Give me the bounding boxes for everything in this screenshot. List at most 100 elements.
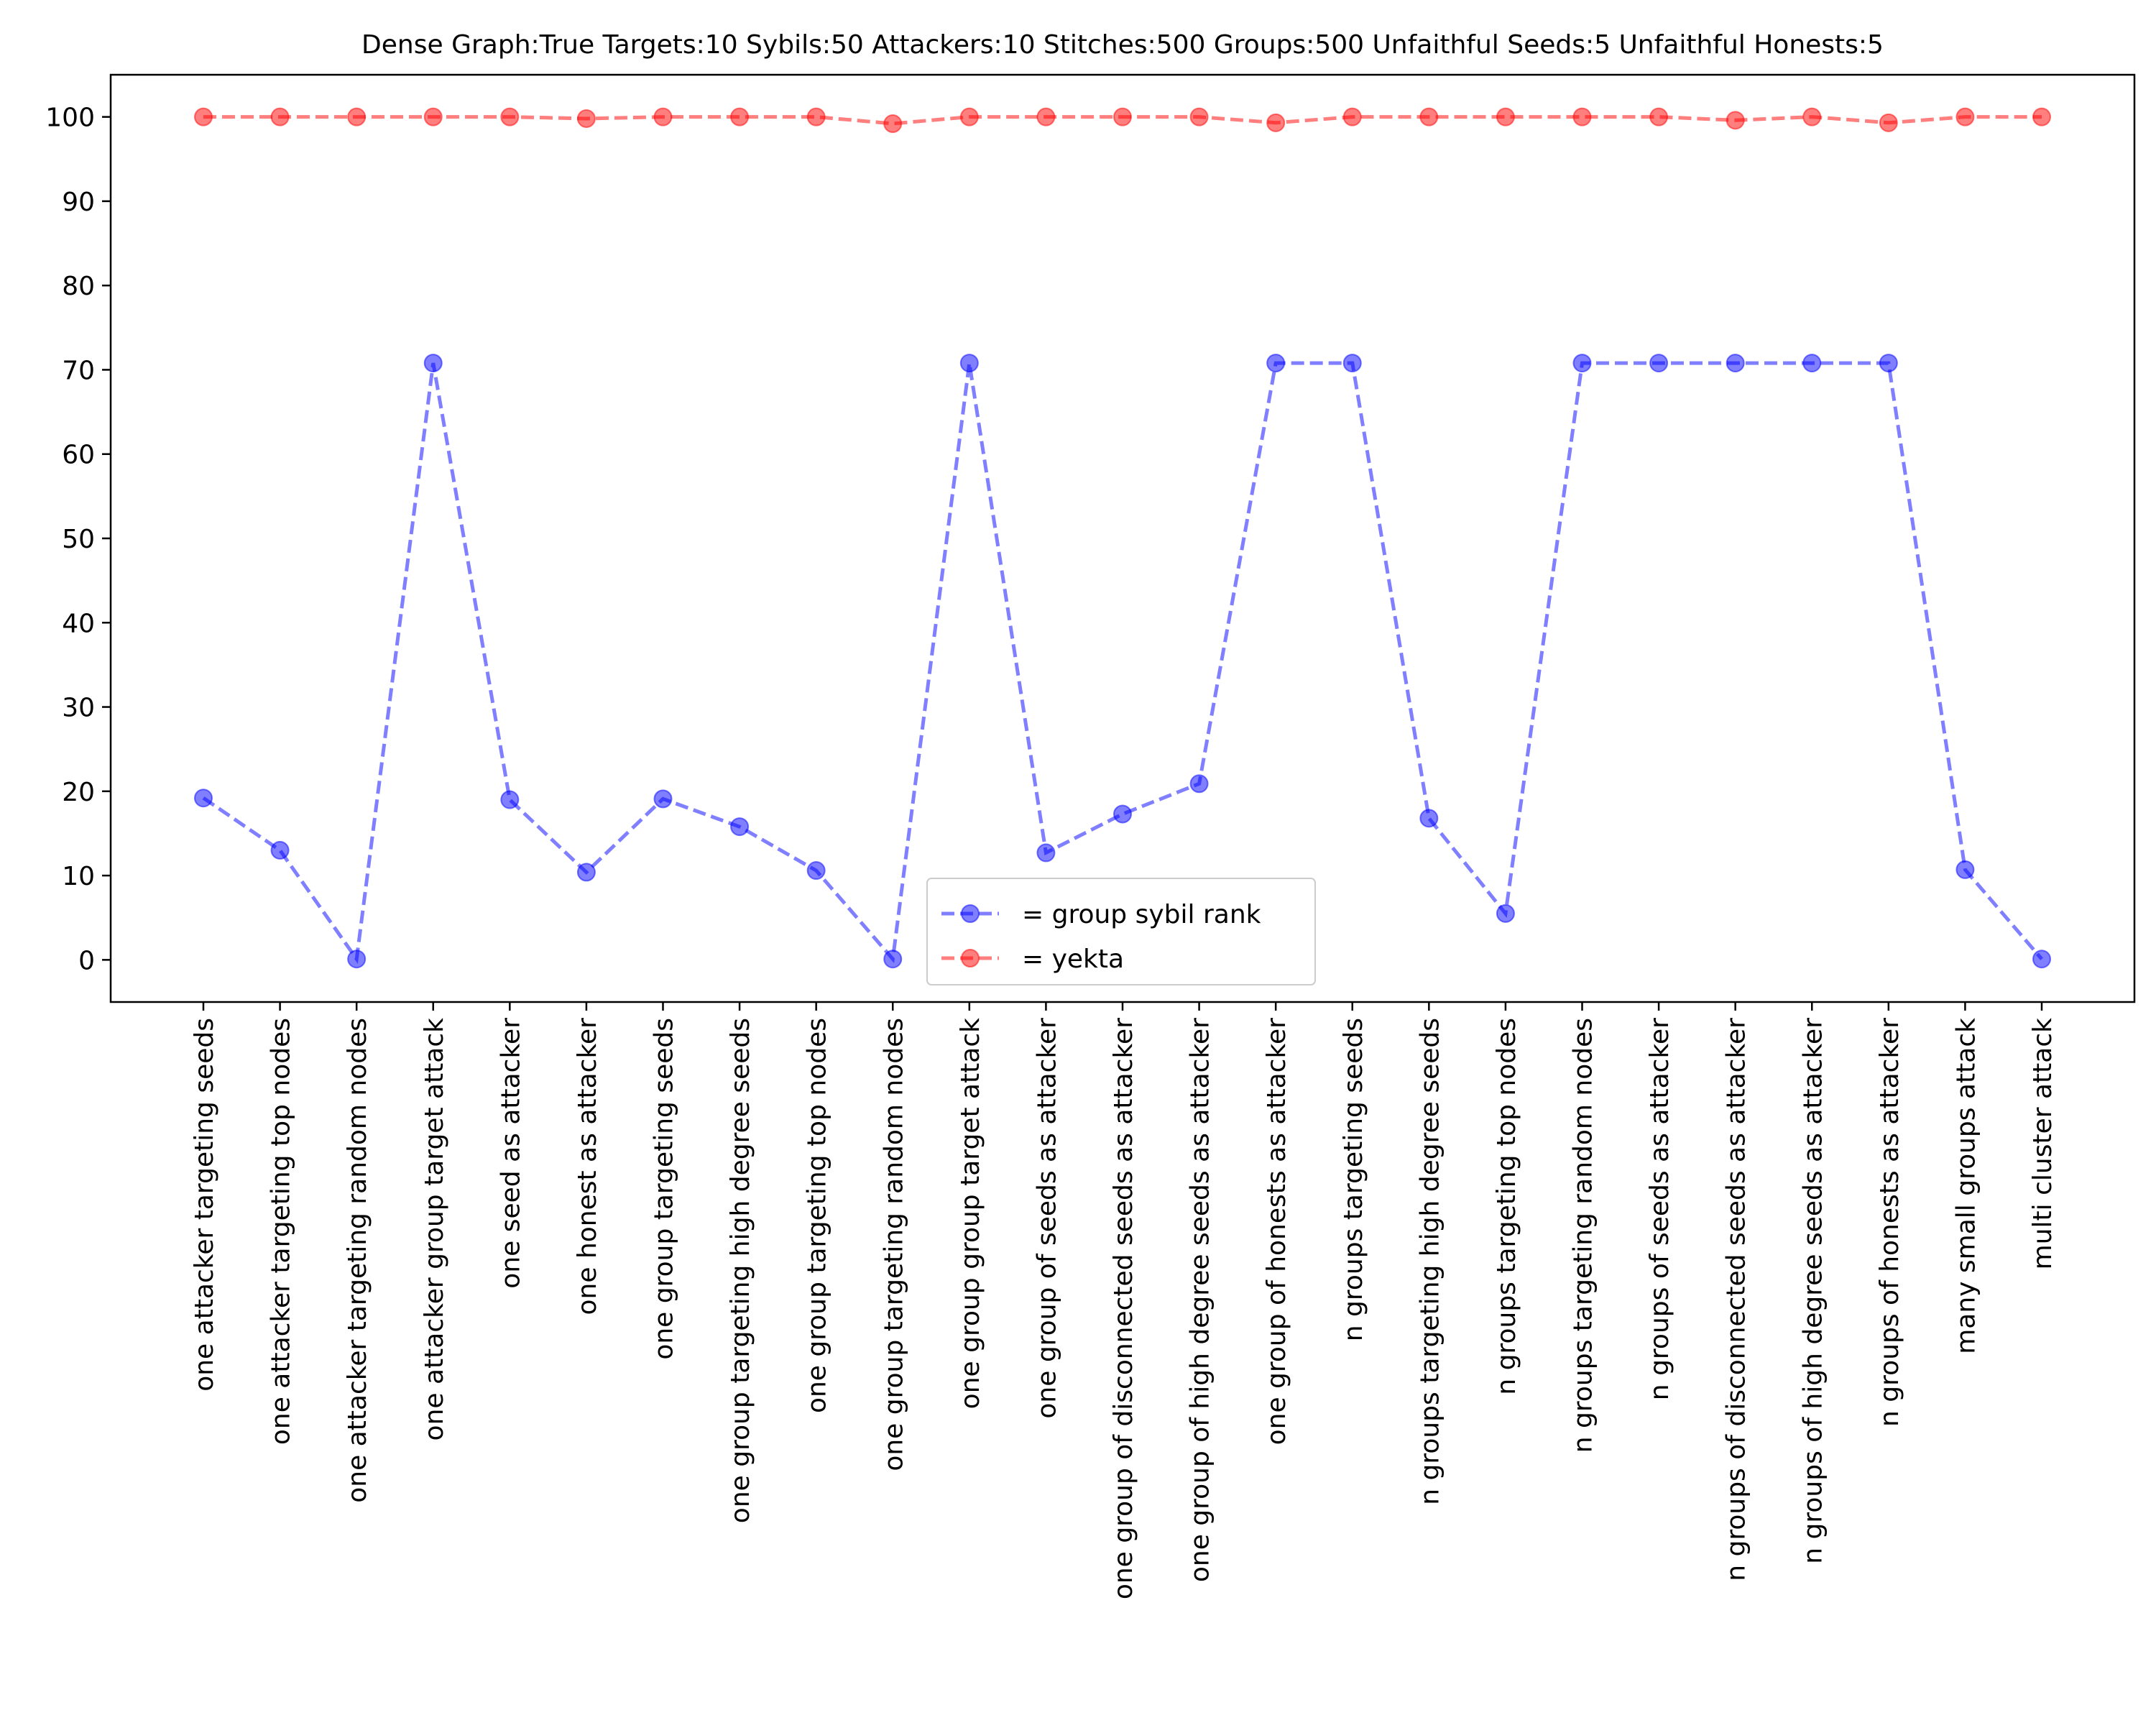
plot-area-frame bbox=[109, 73, 2136, 1003]
x-tick-label: n groups of disconnected seeds as attack… bbox=[1722, 1018, 1751, 1581]
x-tick-label: one group of honests as attacker bbox=[1262, 1018, 1291, 1446]
series-group-sybil-rank bbox=[194, 354, 2051, 969]
data-point-yekta bbox=[883, 114, 903, 134]
x-tick-label: n groups of honests as attacker bbox=[1875, 1018, 1904, 1427]
x-tick-label: multi cluster attack bbox=[2028, 1018, 2058, 1269]
data-point-group-sybil-rank bbox=[1419, 809, 1439, 828]
data-point-yekta bbox=[1113, 107, 1132, 127]
x-tick-label: one group of seeds as attacker bbox=[1032, 1018, 1061, 1419]
x-tick-label: one group targeting random nodes bbox=[879, 1018, 908, 1471]
data-point-group-sybil-rank bbox=[2032, 950, 2051, 969]
y-tick-label: 0 bbox=[78, 946, 95, 975]
x-tick-label: one attacker targeting random nodes bbox=[343, 1018, 372, 1503]
data-point-group-sybil-rank bbox=[423, 354, 443, 373]
data-point-group-sybil-rank bbox=[959, 354, 979, 373]
y-tick-label: 80 bbox=[62, 272, 95, 301]
series-line-group-sybil-rank bbox=[202, 361, 2043, 964]
legend-label-group-sybil-rank: = group sybil rank bbox=[1022, 900, 1261, 929]
x-tick-label: one honest as attacker bbox=[573, 1018, 602, 1315]
legend: = group sybil rank = yekta bbox=[926, 878, 1316, 985]
data-point-group-sybil-rank bbox=[1955, 860, 1975, 879]
data-point-yekta bbox=[1419, 107, 1439, 127]
data-point-yekta bbox=[1496, 107, 1515, 127]
data-point-group-sybil-rank bbox=[576, 863, 596, 882]
data-point-group-sybil-rank bbox=[270, 840, 290, 860]
data-point-yekta bbox=[1266, 113, 1286, 132]
data-point-yekta bbox=[730, 107, 750, 127]
x-tick-label: one seed as attacker bbox=[496, 1018, 525, 1289]
data-point-yekta bbox=[1726, 111, 1745, 130]
y-tick-label: 90 bbox=[62, 188, 95, 217]
data-point-group-sybil-rank bbox=[883, 950, 903, 969]
data-point-group-sybil-rank bbox=[1113, 804, 1132, 824]
legend-marker-group-sybil-rank bbox=[961, 904, 980, 923]
x-tick-label: one group of high degree seeds as attack… bbox=[1186, 1018, 1215, 1582]
y-tick-label: 40 bbox=[62, 609, 95, 638]
data-point-yekta bbox=[653, 107, 673, 127]
data-point-yekta bbox=[194, 107, 213, 127]
data-point-group-sybil-rank bbox=[1726, 354, 1745, 373]
data-point-group-sybil-rank bbox=[1266, 354, 1286, 373]
legend-marker-yekta bbox=[961, 949, 980, 968]
y-axis-ticks: 0 10 20 30 40 50 60 70 80 90 100 bbox=[45, 104, 111, 975]
data-point-yekta bbox=[806, 107, 826, 127]
data-point-yekta bbox=[347, 107, 367, 127]
data-point-group-sybil-rank bbox=[1802, 354, 1822, 373]
data-point-group-sybil-rank bbox=[730, 817, 750, 837]
x-tick-label: n groups targeting seeds bbox=[1339, 1018, 1368, 1341]
data-point-yekta bbox=[1189, 107, 1209, 127]
x-tick-label: one group group target attack bbox=[956, 1018, 985, 1409]
y-tick-label: 70 bbox=[62, 356, 95, 385]
x-tick-label: one group targeting top nodes bbox=[803, 1018, 832, 1413]
x-tick-label: one group of disconnected seeds as attac… bbox=[1109, 1018, 1138, 1599]
y-tick-label: 10 bbox=[62, 862, 95, 891]
data-point-yekta bbox=[1342, 107, 1362, 127]
x-axis-ticks: one attacker targeting seeds one attacker… bbox=[190, 1002, 2058, 1599]
x-tick-label: one group targeting high degree seeds bbox=[726, 1018, 755, 1523]
data-point-group-sybil-rank bbox=[1496, 904, 1515, 923]
data-point-yekta bbox=[959, 107, 979, 127]
data-point-yekta bbox=[1955, 107, 1975, 127]
series-yekta bbox=[194, 107, 2051, 134]
x-tick-label: many small groups attack bbox=[1951, 1018, 1981, 1354]
data-point-group-sybil-rank bbox=[1342, 354, 1362, 373]
data-point-group-sybil-rank bbox=[1879, 354, 1898, 373]
data-point-group-sybil-rank bbox=[806, 861, 826, 881]
data-point-group-sybil-rank bbox=[1572, 354, 1592, 373]
data-point-yekta bbox=[1036, 107, 1056, 127]
data-point-group-sybil-rank bbox=[1189, 774, 1209, 794]
data-point-yekta bbox=[1572, 107, 1592, 127]
x-tick-label: n groups of seeds as attacker bbox=[1645, 1018, 1674, 1400]
y-tick-label: 30 bbox=[62, 694, 95, 723]
data-point-group-sybil-rank bbox=[653, 789, 673, 809]
series-layer bbox=[194, 107, 2051, 969]
data-point-yekta bbox=[500, 107, 520, 127]
data-point-group-sybil-rank bbox=[347, 950, 367, 969]
legend-box bbox=[926, 878, 1316, 985]
data-point-yekta bbox=[423, 107, 443, 127]
data-point-group-sybil-rank bbox=[500, 790, 520, 809]
legend-label-yekta: = yekta bbox=[1022, 945, 1124, 974]
data-point-yekta bbox=[270, 107, 290, 127]
x-tick-label: one attacker targeting seeds bbox=[190, 1018, 219, 1392]
data-point-yekta bbox=[1802, 107, 1822, 127]
data-point-yekta bbox=[576, 109, 596, 128]
y-tick-label: 100 bbox=[45, 104, 95, 133]
x-tick-label: n groups of high degree seeds as attacke… bbox=[1798, 1018, 1828, 1564]
data-point-yekta bbox=[1879, 113, 1898, 132]
chart-title: Dense Graph:True Targets:10 Sybils:50 At… bbox=[361, 30, 1884, 60]
data-point-group-sybil-rank bbox=[1036, 843, 1056, 863]
data-point-group-sybil-rank bbox=[1649, 354, 1669, 373]
y-tick-label: 20 bbox=[62, 778, 95, 807]
x-tick-label: n groups targeting random nodes bbox=[1569, 1018, 1598, 1453]
x-tick-label: one attacker targeting top nodes bbox=[267, 1018, 296, 1445]
x-tick-label: one attacker group target attack bbox=[420, 1018, 449, 1441]
x-tick-label: n groups targeting high degree seeds bbox=[1415, 1018, 1445, 1505]
x-tick-label: one group targeting seeds bbox=[650, 1018, 679, 1360]
data-point-group-sybil-rank bbox=[194, 789, 213, 808]
y-tick-label: 50 bbox=[62, 525, 95, 554]
data-point-yekta bbox=[2032, 107, 2051, 127]
y-tick-label: 60 bbox=[62, 441, 95, 470]
